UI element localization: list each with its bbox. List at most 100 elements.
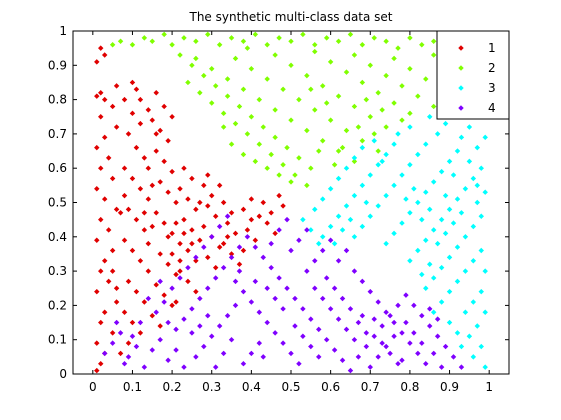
x-tick-label: 0.8 bbox=[400, 380, 419, 394]
data-point bbox=[117, 350, 124, 357]
data-point bbox=[268, 210, 274, 216]
data-point bbox=[304, 227, 310, 233]
data-point bbox=[109, 175, 116, 182]
data-point bbox=[185, 247, 191, 254]
data-point bbox=[145, 268, 152, 274]
data-point bbox=[438, 364, 445, 370]
y-tick-label: 0.2 bbox=[48, 298, 67, 312]
data-point bbox=[109, 103, 116, 110]
legend: 1 2 3 4 bbox=[436, 30, 510, 120]
data-point bbox=[474, 323, 481, 329]
data-point bbox=[423, 76, 429, 82]
data-point bbox=[220, 240, 227, 247]
data-point bbox=[383, 343, 389, 350]
data-point bbox=[363, 330, 370, 336]
data-point bbox=[308, 316, 314, 322]
data-point bbox=[316, 354, 322, 360]
data-point bbox=[117, 330, 124, 336]
data-point bbox=[478, 213, 484, 219]
data-point bbox=[173, 199, 179, 206]
data-point bbox=[268, 264, 274, 271]
data-point bbox=[197, 295, 203, 302]
data-point bbox=[343, 69, 350, 75]
data-point bbox=[430, 350, 437, 357]
data-point bbox=[209, 234, 215, 240]
x-tick-label: 0.5 bbox=[281, 380, 300, 394]
data-point bbox=[157, 179, 163, 185]
data-point bbox=[296, 237, 302, 243]
x-tick-label: 0.7 bbox=[361, 380, 380, 394]
data-point bbox=[109, 268, 116, 274]
data-point bbox=[98, 45, 104, 51]
data-point bbox=[304, 268, 310, 274]
data-point bbox=[236, 244, 243, 250]
data-point bbox=[478, 247, 484, 254]
data-point bbox=[240, 151, 247, 158]
data-point bbox=[458, 210, 465, 216]
data-point bbox=[308, 86, 314, 93]
data-point bbox=[454, 244, 461, 250]
data-point bbox=[169, 230, 175, 237]
data-point bbox=[407, 210, 413, 216]
plot-area bbox=[73, 31, 509, 374]
data-point bbox=[272, 107, 278, 113]
data-point bbox=[312, 206, 318, 213]
data-point bbox=[236, 261, 243, 267]
data-point bbox=[113, 319, 120, 326]
ticks-layer: 0 0.1 0.2 0.3 0.4 0.5 0.6 0.7 0.8 0.9 1 0 0.1 0.2 0.3 0… bbox=[48, 24, 509, 394]
data-point bbox=[149, 312, 155, 319]
data-point bbox=[224, 234, 231, 240]
data-point bbox=[276, 192, 282, 199]
data-point bbox=[244, 45, 251, 51]
data-point bbox=[181, 364, 187, 370]
data-point bbox=[335, 38, 342, 45]
data-point bbox=[363, 199, 370, 206]
data-point bbox=[189, 306, 195, 312]
data-point bbox=[411, 186, 417, 192]
data-point bbox=[268, 151, 274, 158]
data-point bbox=[407, 110, 413, 117]
data-point bbox=[359, 278, 366, 285]
data-point bbox=[256, 141, 263, 147]
data-point bbox=[399, 83, 405, 89]
data-point bbox=[430, 309, 437, 315]
data-point bbox=[94, 186, 100, 192]
data-point bbox=[117, 38, 124, 45]
data-point bbox=[141, 299, 148, 305]
data-point bbox=[98, 114, 104, 120]
data-point bbox=[308, 165, 314, 171]
data-point bbox=[292, 295, 298, 302]
data-point bbox=[141, 35, 148, 41]
data-point bbox=[264, 319, 270, 326]
data-point bbox=[220, 110, 227, 117]
data-point bbox=[161, 292, 167, 298]
data-point bbox=[113, 285, 120, 291]
data-point bbox=[193, 55, 199, 62]
data-point bbox=[343, 203, 350, 209]
data-point bbox=[94, 288, 100, 295]
data-point bbox=[94, 367, 100, 374]
data-point bbox=[193, 254, 199, 261]
data-point bbox=[351, 192, 358, 199]
data-point bbox=[407, 162, 413, 168]
data-point bbox=[375, 354, 381, 360]
data-point bbox=[383, 124, 389, 130]
data-point bbox=[419, 216, 425, 223]
data-point bbox=[101, 309, 108, 315]
legend-entries: 1 2 3 4 bbox=[458, 41, 496, 115]
data-point bbox=[169, 251, 175, 257]
data-point bbox=[105, 227, 112, 233]
data-point bbox=[419, 340, 425, 346]
data-point bbox=[319, 138, 326, 144]
data-point bbox=[169, 285, 175, 291]
data-point bbox=[165, 261, 171, 267]
data-point bbox=[209, 100, 215, 106]
data-point bbox=[264, 285, 270, 291]
data-point bbox=[193, 206, 199, 213]
data-point bbox=[98, 319, 104, 326]
data-point bbox=[427, 114, 433, 120]
data-point bbox=[331, 347, 338, 353]
y-tick-label: 0.1 bbox=[48, 333, 67, 347]
